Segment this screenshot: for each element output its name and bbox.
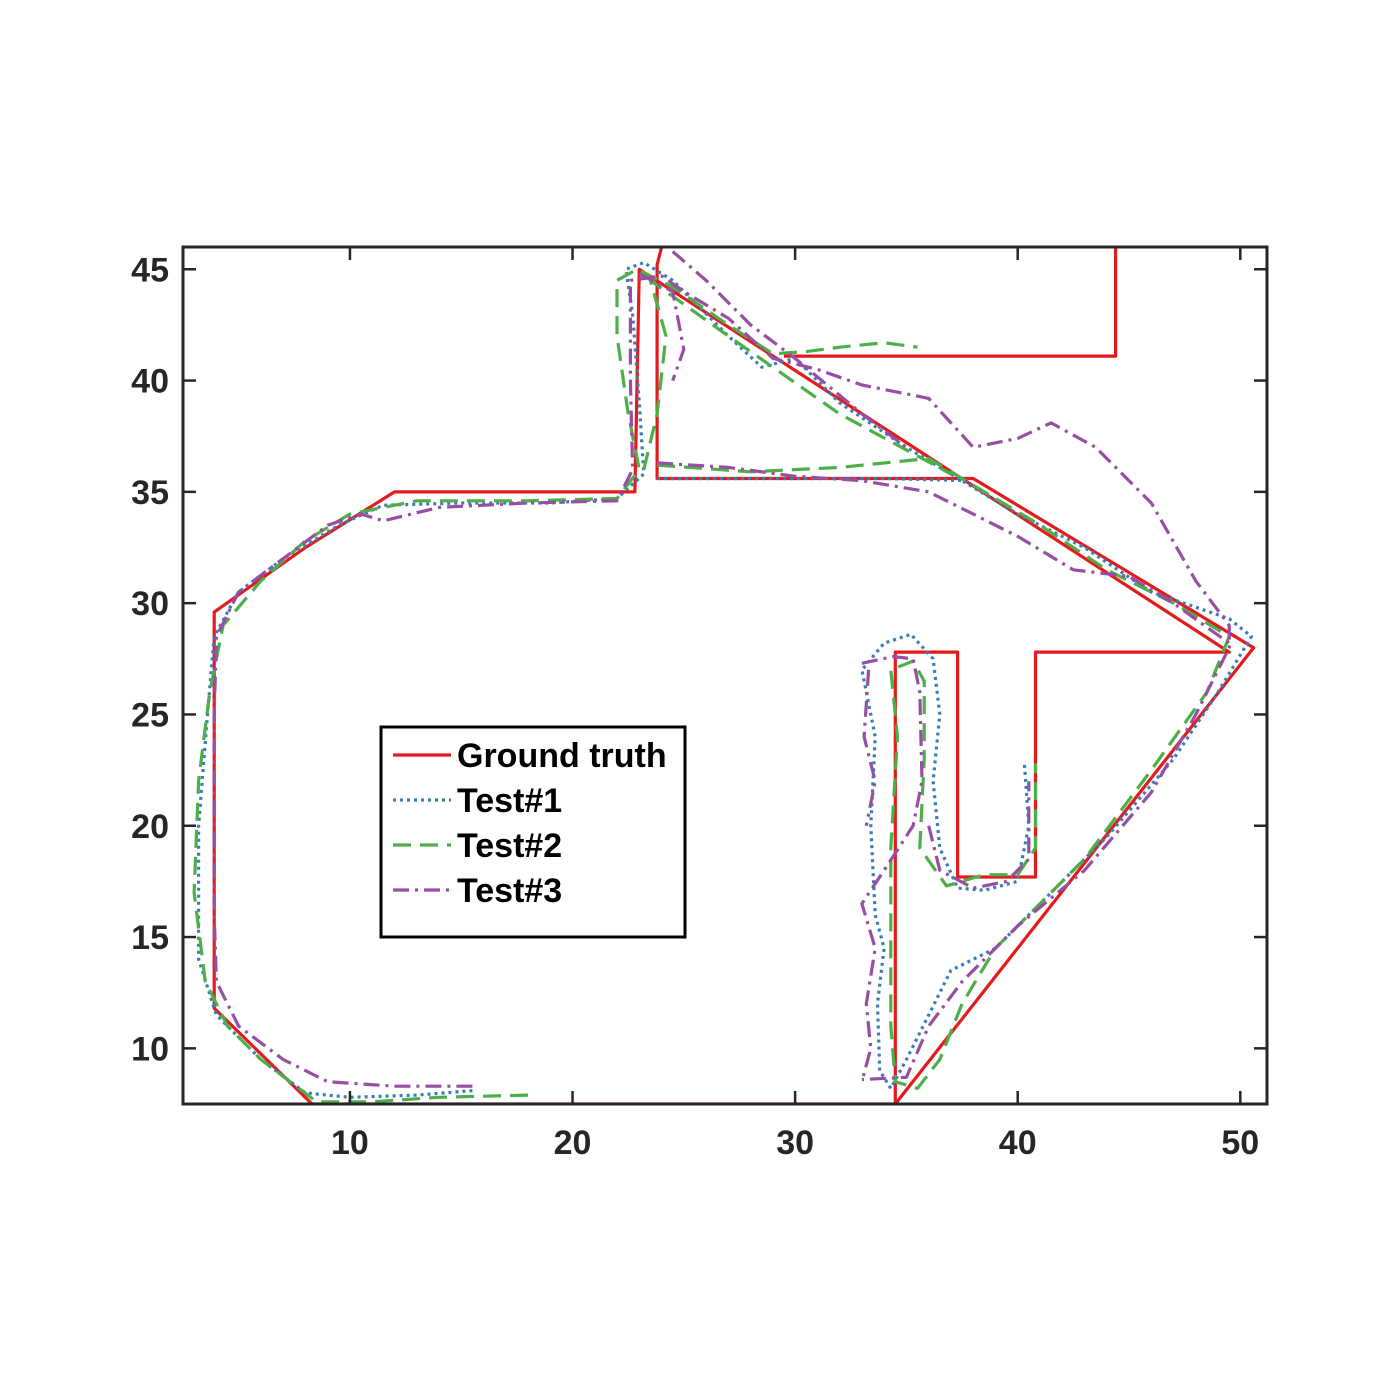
series-line-test-3-1 <box>638 272 686 382</box>
series-line-test-3-6 <box>927 781 1031 890</box>
legend-label: Test#1 <box>457 782 562 820</box>
series-line-test-3-3 <box>656 461 1231 645</box>
axes-frame <box>181 245 1269 1106</box>
series-line-test-2-0 <box>192 267 918 1104</box>
series-line-ground-truth-1 <box>784 247 1118 358</box>
series-line-test-1-1 <box>657 476 969 483</box>
legend-label: Test#3 <box>457 872 562 910</box>
axis-ticks: 10 20 30 40 50 10 15 20 25 30 35 40 45 <box>131 247 1267 1162</box>
legend: Ground truth Test#1 Test#2 Test#3 <box>379 725 687 939</box>
x-tick-label: 10 <box>331 1124 369 1162</box>
series-line-test-3-5 <box>862 669 877 827</box>
x-tick-label: 20 <box>554 1124 592 1162</box>
series-line-test-3-2 <box>671 250 908 449</box>
y-tick-label: 40 <box>131 363 169 401</box>
y-tick-label: 25 <box>131 696 169 734</box>
legend-box <box>379 725 687 939</box>
y-tick-label: 20 <box>131 808 169 846</box>
y-tick-label: 45 <box>131 251 169 289</box>
legend-label: Ground truth <box>457 737 667 775</box>
y-tick-label: 15 <box>131 919 169 957</box>
x-tick-label: 30 <box>776 1124 814 1162</box>
series-line-test-3-0 <box>212 274 1231 1088</box>
plot-area <box>192 247 1256 1104</box>
y-tick-label: 35 <box>131 474 169 512</box>
series-line-test-2-1 <box>656 456 1231 1091</box>
x-tick-label: 50 <box>1221 1124 1259 1162</box>
y-tick-label: 30 <box>131 585 169 623</box>
x-tick-label: 40 <box>999 1124 1037 1162</box>
legend-label: Test#2 <box>457 827 562 865</box>
y-tick-label: 10 <box>131 1030 169 1068</box>
